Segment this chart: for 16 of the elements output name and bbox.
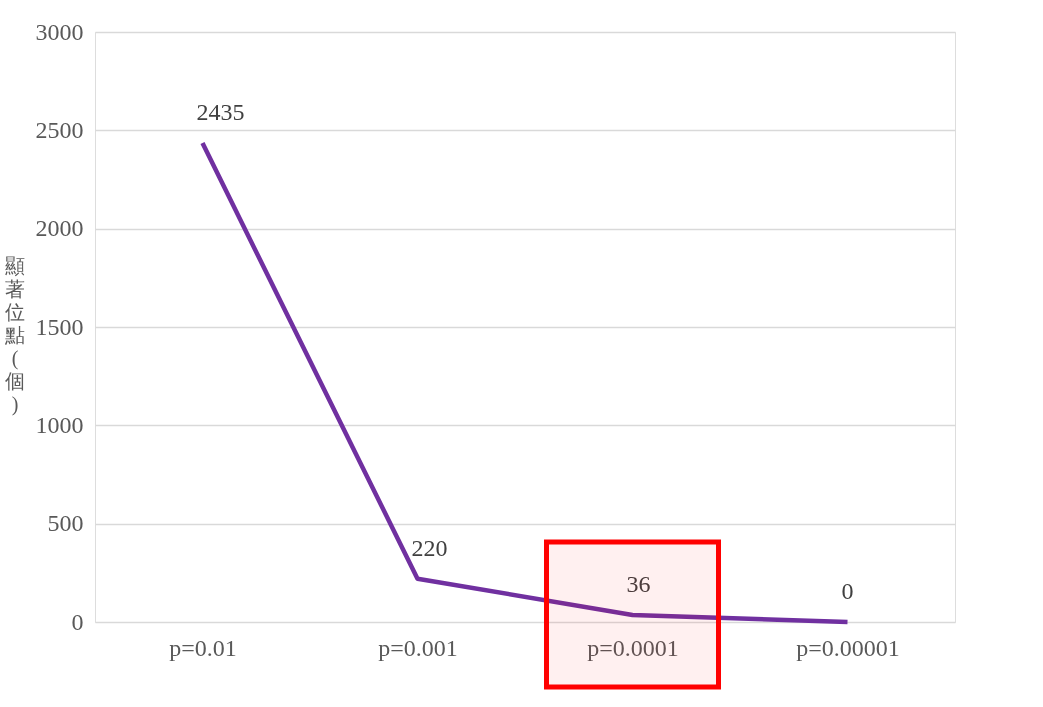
x-tick-label: p=0.01 xyxy=(169,634,237,661)
y-tick-label: 0 xyxy=(71,608,84,635)
y-tick-label: 1500 xyxy=(35,313,84,340)
y-tick-label: 2500 xyxy=(35,116,84,143)
y-axis-title: 顯著位點(個) xyxy=(4,255,25,416)
y-tick-label: 2000 xyxy=(35,215,84,242)
data-label: 2435 xyxy=(196,99,245,126)
x-tick-label: p=0.00001 xyxy=(796,634,900,661)
data-label: 220 xyxy=(411,534,448,561)
data-label: 0 xyxy=(841,578,854,604)
data-label: 36 xyxy=(626,570,651,597)
y-tick-label: 500 xyxy=(47,510,84,537)
x-tick-label: p=0.001 xyxy=(378,634,458,661)
y-tick-label: 3000 xyxy=(35,18,84,45)
x-tick-label: p=0.0001 xyxy=(587,634,679,661)
y-tick-label: 1000 xyxy=(35,411,84,438)
